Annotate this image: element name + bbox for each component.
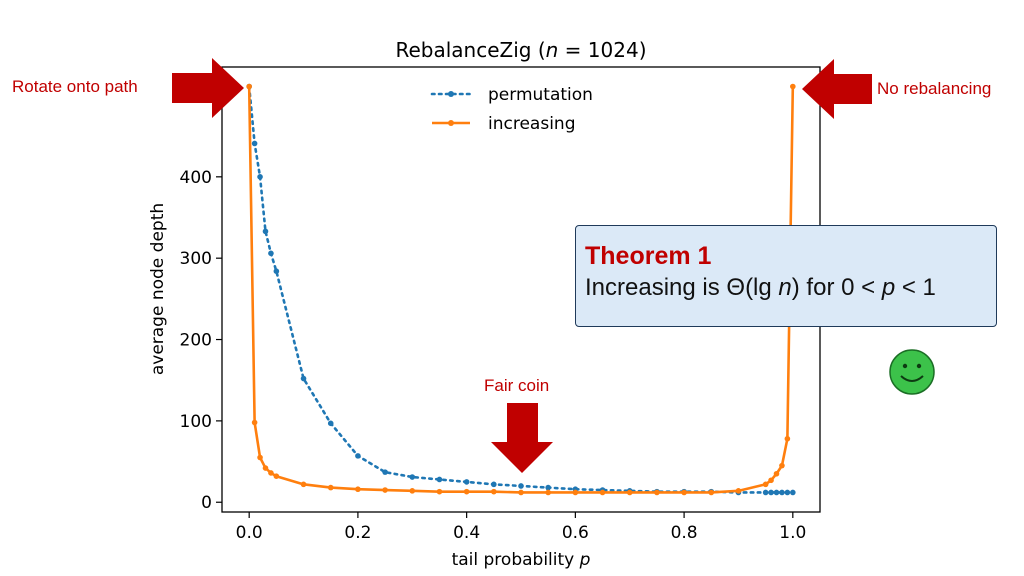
data-point-increasing (436, 488, 443, 495)
data-point-permutation (779, 489, 785, 496)
fair-coin-label: Fair coin (484, 376, 550, 395)
y-axis-label: average node depth (148, 203, 168, 375)
data-point-increasing (262, 465, 269, 471)
data-point-increasing (735, 488, 742, 494)
data-point-permutation (790, 489, 796, 496)
data-point-increasing (773, 470, 780, 477)
data-point-increasing (708, 489, 715, 496)
y-tick-label: 100 (180, 412, 212, 432)
data-point-permutation (545, 484, 551, 491)
legend-label-permutation: permutation (488, 85, 593, 105)
data-point-permutation (762, 489, 769, 496)
legend-marker-permutation (448, 91, 454, 97)
data-point-increasing (518, 489, 524, 496)
theorem-title: Theorem 1 (585, 242, 712, 270)
data-point-permutation (491, 481, 497, 488)
data-point-increasing (768, 477, 774, 484)
rotate-onto-path-label: Rotate onto path (12, 77, 138, 96)
data-point-increasing (572, 489, 579, 496)
data-point-permutation (327, 420, 334, 427)
data-point-increasing (681, 489, 687, 496)
chart-title: RebalanceZig (n = 1024) (395, 38, 646, 62)
data-point-increasing (273, 473, 280, 480)
y-tick-label: 300 (180, 249, 212, 269)
smiley-face-icon (889, 349, 935, 395)
rotate-arrow (172, 58, 244, 118)
x-tick-label: 0.0 (236, 523, 263, 543)
x-tick-label: 0.6 (562, 523, 589, 543)
x-tick-label: 1.0 (779, 523, 806, 543)
data-point-increasing (599, 489, 606, 496)
data-point-increasing (491, 488, 497, 495)
data-point-increasing (779, 462, 785, 469)
data-point-increasing (300, 481, 307, 488)
x-tick-label: 0.2 (344, 523, 371, 543)
fair-coin-arrow (491, 403, 553, 473)
theorem-body: Increasing is Θ(lg n) for 0 < p < 1 (585, 274, 936, 301)
data-point-permutation (262, 228, 269, 235)
y-tick-label: 200 (180, 331, 212, 351)
data-point-increasing (382, 487, 388, 493)
data-point-increasing (626, 489, 633, 496)
data-point-increasing (463, 488, 470, 495)
data-point-increasing (654, 489, 660, 496)
x-axis-label: tail probability p (452, 550, 591, 570)
x-tick-label: 0.8 (671, 523, 698, 543)
no-rebalancing-arrow (802, 59, 872, 119)
axis-ticks: 0.0 0.2 0.4 0.6 0.8 1.0 0 100 200 300 400 (180, 168, 807, 543)
data-point-permutation (463, 479, 470, 485)
data-point-permutation (518, 483, 524, 489)
data-point-permutation (773, 489, 780, 496)
data-point-increasing (251, 419, 258, 426)
data-point-permutation (382, 469, 388, 475)
legend-marker-increasing (448, 120, 454, 126)
y-tick-label: 400 (180, 168, 212, 188)
data-point-permutation (768, 489, 774, 496)
series-group (246, 83, 796, 496)
data-point-increasing (257, 454, 263, 461)
data-point-increasing (790, 83, 796, 90)
data-point-increasing (784, 435, 791, 442)
data-point-permutation (300, 375, 307, 382)
data-point-permutation (436, 476, 443, 483)
data-point-increasing (327, 484, 334, 491)
y-tick-label: 0 (201, 493, 212, 513)
legend: permutation increasing (430, 85, 593, 134)
data-point-increasing (268, 470, 274, 476)
data-point-increasing (246, 83, 252, 90)
legend-label-increasing: increasing (488, 114, 575, 134)
data-point-permutation (268, 250, 274, 257)
data-point-increasing (355, 486, 361, 493)
data-point-permutation (784, 489, 791, 496)
data-point-permutation (251, 140, 258, 147)
x-tick-label: 0.4 (453, 523, 480, 543)
data-point-permutation (409, 474, 416, 480)
theorem-box: Theorem 1 Increasing is Θ(lg n) for 0 < … (575, 225, 997, 327)
data-point-increasing (545, 489, 551, 496)
data-point-increasing (762, 481, 769, 488)
data-point-permutation (273, 268, 280, 274)
data-point-permutation (257, 174, 263, 180)
no-rebalancing-label: No rebalancing (877, 79, 992, 98)
data-point-increasing (409, 488, 416, 494)
data-point-permutation (355, 453, 361, 459)
